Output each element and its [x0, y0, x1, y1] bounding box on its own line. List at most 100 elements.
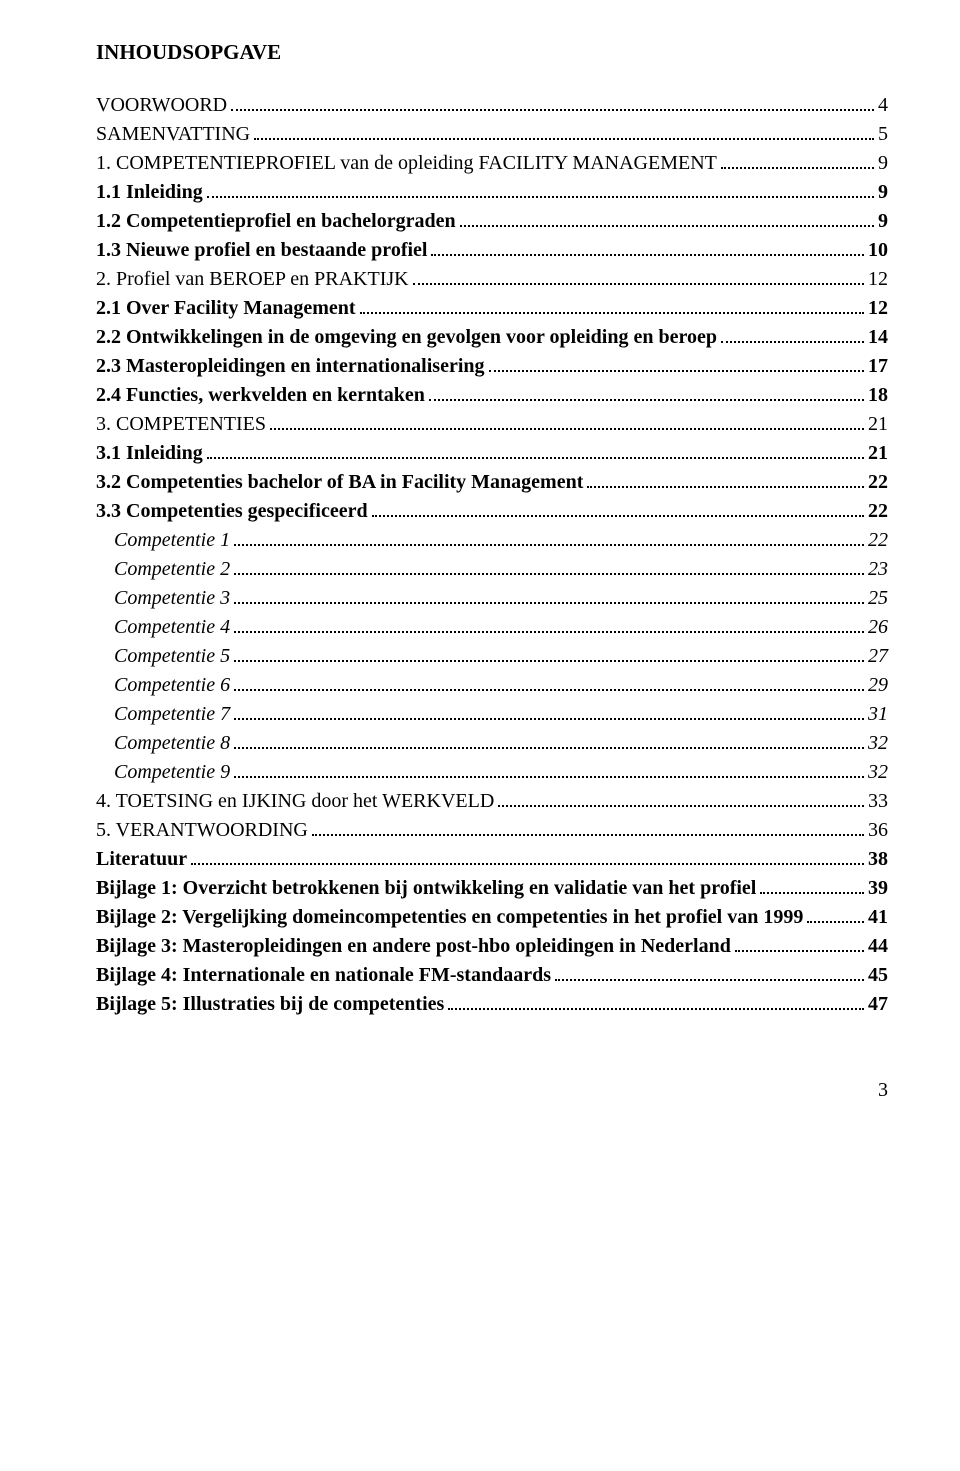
toc-entry: Competentie 527 [96, 642, 888, 671]
toc-entry-label: 1.2 Competentieprofiel en bachelorgraden [96, 207, 456, 236]
toc-leader [234, 718, 864, 720]
toc-entry-label: 2.2 Ontwikkelingen in de omgeving en gev… [96, 323, 717, 352]
toc-entry-page: 9 [878, 207, 888, 236]
toc-entry-page: 12 [868, 265, 888, 294]
toc-entry-label: Competentie 6 [114, 671, 230, 700]
page-number: 3 [96, 1079, 888, 1102]
toc-entry-page: 22 [868, 468, 888, 497]
toc-entry-page: 10 [868, 236, 888, 265]
toc-entry-label: Competentie 9 [114, 758, 230, 787]
toc-entry: Competentie 3 25 [96, 584, 888, 613]
toc-entry-page: 17 [868, 352, 888, 381]
toc-leader [234, 573, 864, 575]
toc-entry-label: Bijlage 1: Overzicht betrokkenen bij ont… [96, 874, 756, 903]
toc-entry-page: 32 [868, 758, 888, 787]
toc-entry-page: 9 [878, 178, 888, 207]
toc-leader [234, 689, 864, 691]
toc-entry: 2.4 Functies, werkvelden en kerntaken18 [96, 381, 888, 410]
toc-entry: 2. Profiel van BEROEP en PRAKTIJK12 [96, 265, 888, 294]
toc-leader [207, 457, 864, 459]
toc-leader [372, 515, 864, 517]
toc-leader [234, 660, 864, 662]
toc-leader [312, 834, 864, 836]
toc-entry-page: 22 [868, 526, 888, 555]
toc-entry-label: Bijlage 4: Internationale en nationale F… [96, 961, 551, 990]
toc-entry-label: Competentie 8 [114, 729, 230, 758]
toc-entry-label: 1. COMPETENTIEPROFIEL van de opleiding F… [96, 149, 717, 178]
toc-leader [234, 776, 864, 778]
toc-entry-page: 41 [868, 903, 888, 932]
toc-container: VOORWOORD4SAMENVATTING51. COMPETENTIEPRO… [96, 91, 888, 1019]
toc-entry-page: 5 [878, 120, 888, 149]
toc-leader [721, 167, 874, 169]
toc-entry-page: 31 [868, 700, 888, 729]
toc-leader [431, 254, 864, 256]
toc-entry-label: 3.3 Competenties gespecificeerd [96, 497, 368, 526]
toc-entry: Competentie 2 23 [96, 555, 888, 584]
toc-leader [360, 312, 864, 314]
toc-leader [807, 921, 864, 923]
toc-leader [429, 399, 864, 401]
toc-entry-page: 25 [868, 584, 888, 613]
toc-entry-page: 23 [868, 555, 888, 584]
toc-leader [270, 428, 864, 430]
toc-entry-label: 4. TOETSING en IJKING door het WERKVELD [96, 787, 494, 816]
toc-entry: Competentie 426 [96, 613, 888, 642]
toc-leader [234, 544, 864, 546]
toc-entry: 3.1 Inleiding 21 [96, 439, 888, 468]
toc-leader [254, 138, 874, 140]
toc-entry-label: Competentie 3 [114, 584, 230, 613]
toc-entry-label: Competentie 2 [114, 555, 230, 584]
toc-leader [234, 631, 864, 633]
toc-entry-label: 2.1 Over Facility Management [96, 294, 356, 323]
toc-entry-label: SAMENVATTING [96, 120, 250, 149]
toc-entry-label: 3.2 Competenties bachelor of BA in Facil… [96, 468, 583, 497]
toc-entry-label: 2.3 Masteropleidingen en internationalis… [96, 352, 485, 381]
toc-leader [191, 863, 864, 865]
toc-entry-page: 12 [868, 294, 888, 323]
toc-leader [234, 747, 864, 749]
toc-leader [413, 283, 864, 285]
toc-entry-label: VOORWOORD [96, 91, 227, 120]
toc-entry-page: 39 [868, 874, 888, 903]
toc-entry-page: 14 [868, 323, 888, 352]
toc-entry: 1.1 Inleiding9 [96, 178, 888, 207]
toc-entry: Competentie 9 32 [96, 758, 888, 787]
toc-entry-label: 5. VERANTWOORDING [96, 816, 308, 845]
toc-leader [760, 892, 864, 894]
toc-entry-label: Competentie 1 [114, 526, 230, 555]
toc-entry-page: 29 [868, 671, 888, 700]
toc-entry-page: 22 [868, 497, 888, 526]
toc-entry: Competentie 6 29 [96, 671, 888, 700]
toc-entry-label: Competentie 7 [114, 700, 230, 729]
toc-leader [555, 979, 864, 981]
toc-leader [735, 950, 864, 952]
toc-leader [489, 370, 864, 372]
toc-leader [234, 602, 864, 604]
toc-entry: SAMENVATTING 5 [96, 120, 888, 149]
toc-leader [460, 225, 874, 227]
toc-entry: 4. TOETSING en IJKING door het WERKVELD3… [96, 787, 888, 816]
toc-entry-page: 21 [868, 439, 888, 468]
toc-leader [721, 341, 864, 343]
toc-entry-label: 1.3 Nieuwe profiel en bestaande profiel [96, 236, 427, 265]
toc-entry: Bijlage 5: Illustraties bij de competent… [96, 990, 888, 1019]
toc-entry: 1.3 Nieuwe profiel en bestaande profiel 1… [96, 236, 888, 265]
toc-entry-page: 9 [878, 149, 888, 178]
toc-entry: Bijlage 1: Overzicht betrokkenen bij ont… [96, 874, 888, 903]
toc-entry-label: 3.1 Inleiding [96, 439, 203, 468]
toc-entry: 3.3 Competenties gespecificeerd 22 [96, 497, 888, 526]
toc-entry-page: 36 [868, 816, 888, 845]
toc-entry-page: 32 [868, 729, 888, 758]
toc-leader [587, 486, 864, 488]
toc-entry-label: Competentie 5 [114, 642, 230, 671]
toc-entry: Competentie 1 22 [96, 526, 888, 555]
toc-entry: Bijlage 2: Vergelijking domeincompetenti… [96, 903, 888, 932]
toc-entry: 2.3 Masteropleidingen en internationalis… [96, 352, 888, 381]
toc-entry: 2.2 Ontwikkelingen in de omgeving en gev… [96, 323, 888, 352]
toc-entry: 3.2 Competenties bachelor of BA in Facil… [96, 468, 888, 497]
toc-entry-label: 3. COMPETENTIES [96, 410, 266, 439]
toc-leader [207, 196, 874, 198]
toc-entry: 1.2 Competentieprofiel en bachelorgraden… [96, 207, 888, 236]
toc-entry: 1. COMPETENTIEPROFIEL van de opleiding F… [96, 149, 888, 178]
